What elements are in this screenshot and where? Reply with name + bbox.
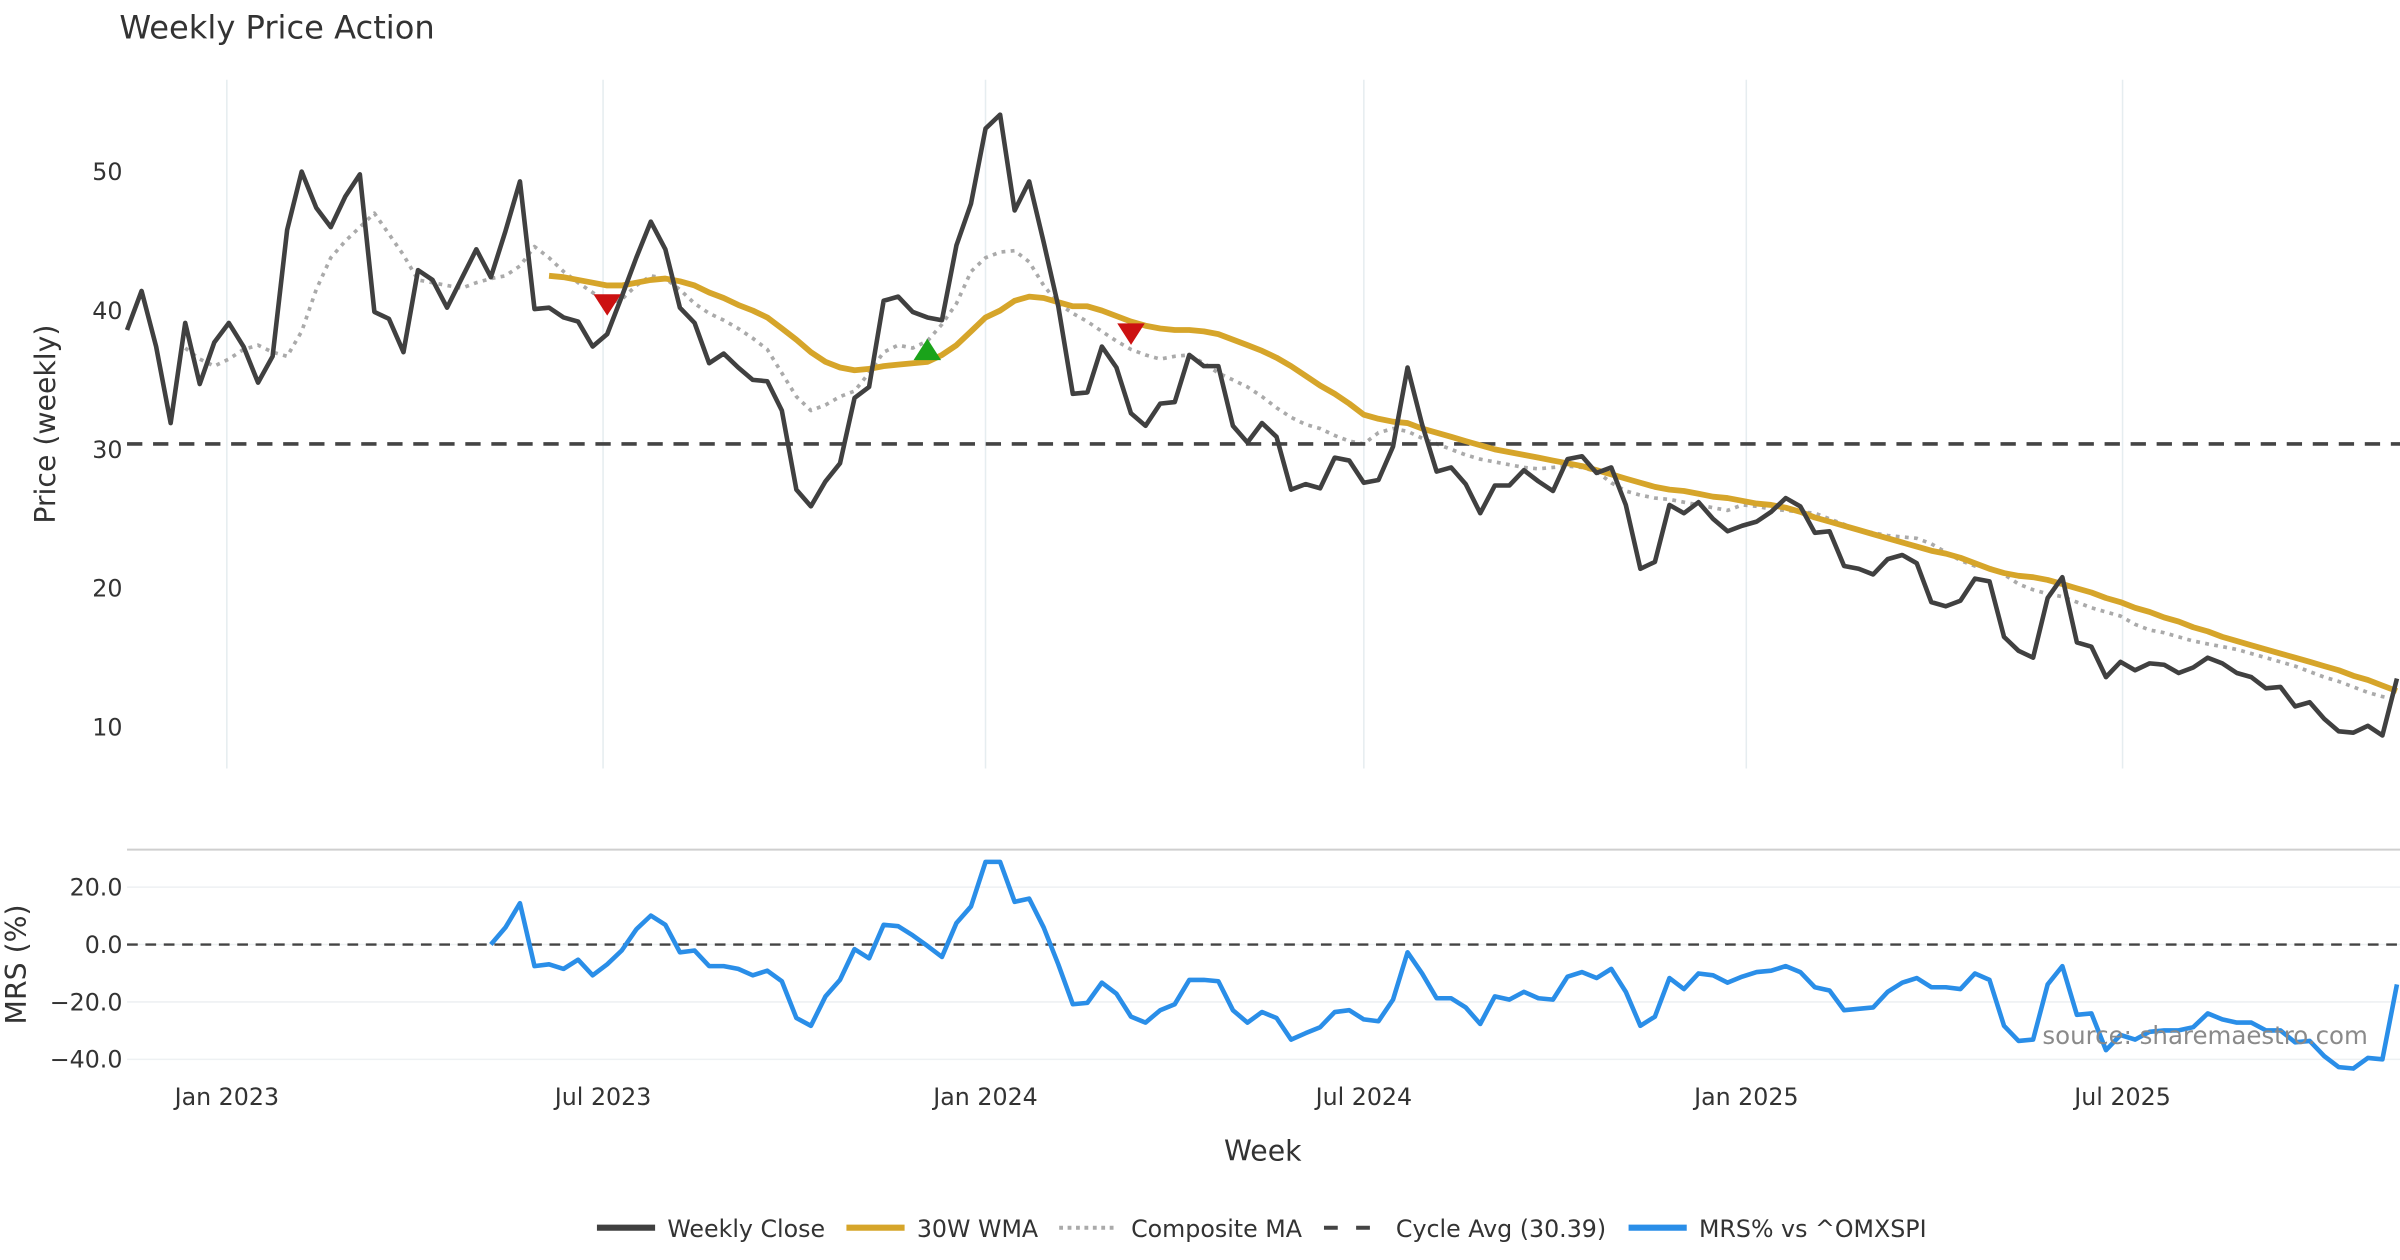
x-tick-label: Jul 2023 xyxy=(553,1083,652,1111)
y-tick-label: 50 xyxy=(92,158,122,186)
wma-30w-line xyxy=(548,272,2398,694)
mrs-lines xyxy=(489,859,2400,1071)
composite-ma-line xyxy=(184,211,2398,702)
x-axis-ticks: Jan 2023 Jul 2023 Jan 2024 Jul 2024 Jan 2025… xyxy=(173,1083,2171,1111)
legend-label: 30W WMA xyxy=(917,1215,1039,1243)
mrs-panel: 20.0 0.0 −20.0 −40.0 MRS (%) source: sharem… xyxy=(0,859,2400,1074)
legend-label: Composite MA xyxy=(1131,1215,1303,1243)
sell-signal-triangle-down-icon xyxy=(593,294,621,316)
x-tick-label: Jan 2025 xyxy=(1692,1083,1798,1111)
legend-item[interactable]: Cycle Avg (30.39) xyxy=(1323,1215,1606,1243)
source-watermark: source: sharemaestro.com xyxy=(2042,1021,2367,1050)
mrs-y-tick-label: 20.0 xyxy=(70,874,123,902)
price-lines xyxy=(124,112,2400,738)
mrs-y-tick-label: −40.0 xyxy=(50,1046,123,1074)
x-tick-label: Jan 2023 xyxy=(173,1083,279,1111)
legend-label: MRS% vs ^OMXSPI xyxy=(1699,1215,1927,1243)
legend: Weekly Close 30W WMA Composite MA Cycle Avg… xyxy=(596,1215,1927,1243)
y-tick-label: 20 xyxy=(92,575,122,603)
mrs-y-axis-title: MRS (%) xyxy=(0,904,33,1024)
legend-item[interactable]: Weekly Close xyxy=(596,1215,825,1243)
price-y-axis-title: Price (weekly) xyxy=(29,325,62,524)
chart-title: Weekly Price Action xyxy=(119,8,434,46)
mrs-y-tick-label: 0.0 xyxy=(85,931,123,959)
mrs-grid xyxy=(127,886,2400,1061)
mrs-y-tick-label: −20.0 xyxy=(50,988,123,1016)
legend-label: Weekly Close xyxy=(667,1215,825,1243)
x-tick-label: Jul 2024 xyxy=(1314,1083,1413,1111)
price-panel: 10 20 30 40 50 Price (weekly) xyxy=(29,79,2400,769)
legend-label: Cycle Avg (30.39) xyxy=(1396,1215,1606,1243)
price-y-ticks: 10 20 30 40 50 xyxy=(92,158,122,742)
x-axis-title: Week xyxy=(1224,1134,1302,1167)
legend-item[interactable]: Composite MA xyxy=(1059,1215,1303,1243)
y-tick-label: 10 xyxy=(92,714,122,742)
y-tick-label: 30 xyxy=(92,436,122,464)
buy-signal-triangle-up-icon xyxy=(913,338,942,361)
legend-item[interactable]: MRS% vs ^OMXSPI xyxy=(1628,1215,1927,1243)
mrs-line xyxy=(489,859,2400,1071)
price-grid xyxy=(226,79,2124,769)
mrs-y-ticks: 20.0 0.0 −20.0 −40.0 xyxy=(50,874,123,1074)
x-tick-label: Jul 2025 xyxy=(2072,1083,2171,1111)
weekly-close-line xyxy=(124,112,2400,738)
sell-signal-triangle-down-icon xyxy=(1117,323,1145,345)
legend-item[interactable]: 30W WMA xyxy=(846,1215,1039,1243)
y-tick-label: 40 xyxy=(92,297,122,325)
signal-markers xyxy=(593,294,1145,361)
x-tick-label: Jan 2024 xyxy=(931,1083,1037,1111)
